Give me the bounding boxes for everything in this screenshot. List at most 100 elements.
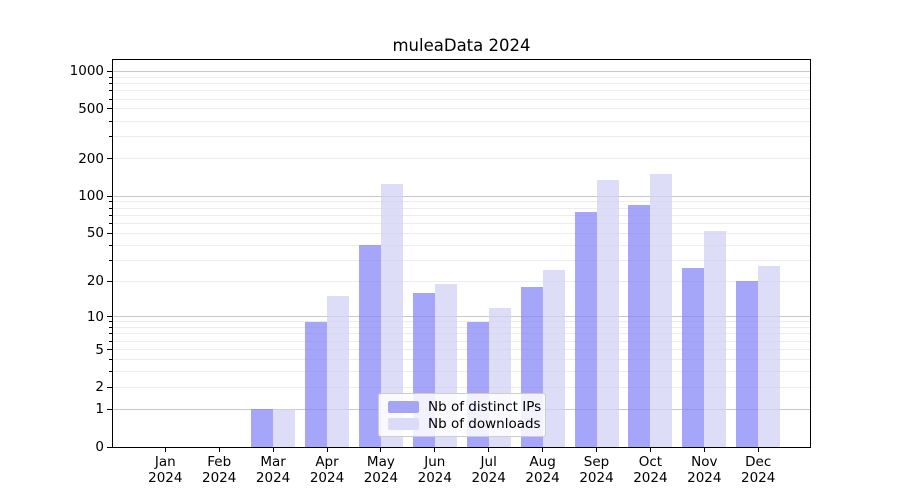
y-gridline-minor [113, 214, 810, 216]
x-tick-mark [596, 448, 597, 452]
y-gridline-minor [113, 158, 810, 160]
x-tick-year: 2024 [202, 469, 237, 486]
x-tick-month: Jan [154, 454, 176, 470]
y-tick-mark-minor [109, 244, 112, 246]
y-gridline-minor [113, 244, 810, 246]
x-tick-label: Oct 2024 [618, 454, 682, 486]
plot-area: Nb of distinct IPs Nb of downloads [112, 59, 811, 448]
y-gridline-minor [113, 201, 810, 203]
y-tick-label: 0 [95, 439, 104, 455]
y-gridline-minor [113, 259, 810, 261]
y-tick-mark-minor [109, 321, 112, 323]
bar-downloads [758, 265, 781, 447]
y-tick-mark-minor [109, 371, 112, 373]
y-tick-label: 500 [78, 100, 104, 117]
y-tick-label: 50 [86, 225, 104, 242]
x-tick-month: Jul [480, 454, 497, 470]
y-gridline-minor [113, 333, 810, 335]
y-tick-mark-minor [109, 340, 112, 342]
y-tick-mark-minor [109, 232, 112, 234]
legend-item-downloads: Nb of downloads [388, 416, 541, 433]
y-gridline-major [113, 316, 810, 318]
x-tick-label: Aug 2024 [511, 454, 575, 486]
x-tick-label: Feb 2024 [187, 454, 251, 486]
bar-downloads [650, 174, 673, 447]
x-tick-label: Jul 2024 [457, 454, 521, 486]
bar-downloads [327, 296, 349, 447]
y-gridline-minor [113, 136, 810, 138]
bar-distinct-ips [305, 321, 327, 447]
y-tick-label: 10 [86, 308, 104, 325]
legend-label-downloads: Nb of downloads [428, 415, 541, 432]
x-tick-label: Jan 2024 [133, 454, 197, 486]
x-tick-month: Aug [529, 454, 556, 470]
bar-distinct-ips [628, 204, 651, 447]
x-tick-label: Apr 2024 [295, 454, 359, 486]
y-gridline-minor [113, 82, 810, 84]
y-tick-label: 1000 [69, 63, 104, 80]
y-gridline-major [113, 70, 810, 72]
x-tick-label: Nov 2024 [672, 454, 736, 486]
y-tick-mark-minor [109, 90, 112, 92]
legend: Nb of distinct IPs Nb of downloads [378, 393, 546, 437]
x-tick-month: May [366, 454, 395, 470]
x-tick-year: 2024 [741, 469, 776, 486]
x-tick-month: Nov [691, 454, 718, 470]
x-tick-month: Feb [207, 454, 232, 470]
y-gridline-minor [113, 232, 810, 234]
bar-downloads [380, 184, 403, 447]
x-tick-label: Mar 2024 [241, 454, 305, 486]
y-tick-mark-minor [109, 120, 112, 122]
y-gridline-minor [113, 98, 810, 100]
y-tick-mark-minor [109, 207, 112, 209]
x-tick-label: Dec 2024 [726, 454, 790, 486]
y-gridline-minor [113, 327, 810, 329]
y-tick-mark [107, 446, 112, 448]
x-tick-year: 2024 [363, 469, 399, 486]
y-tick-mark-minor [109, 280, 112, 282]
x-tick-month: Sep [583, 454, 610, 470]
bar-distinct-ips [736, 281, 759, 447]
x-tick-mark [542, 448, 544, 452]
y-tick-label: 2 [95, 379, 104, 396]
x-tick-year: 2024 [687, 469, 722, 486]
x-tick-year: 2024 [148, 469, 183, 486]
y-tick-mark-minor [109, 386, 112, 388]
legend-swatch-downloads [388, 417, 419, 430]
y-gridline-minor [113, 222, 810, 224]
y-gridline-minor [113, 90, 810, 92]
y-tick-mark-minor [109, 333, 112, 335]
y-tick-mark-minor [109, 349, 112, 351]
x-tick-month: Dec [745, 454, 772, 470]
y-gridline-minor [113, 371, 810, 373]
x-tick-mark [434, 448, 436, 452]
x-tick-mark [649, 448, 651, 452]
x-tick-mark [164, 448, 166, 452]
x-tick-label: May 2024 [349, 454, 413, 486]
y-tick-label: 1 [95, 401, 104, 418]
bar-downloads [596, 179, 619, 447]
x-tick-mark [757, 448, 759, 452]
y-gridline-minor [113, 340, 810, 342]
x-tick-month: Mar [260, 454, 286, 470]
y-tick-mark-minor [109, 76, 112, 78]
y-tick-mark-minor [109, 136, 112, 138]
y-gridline-minor [113, 280, 810, 282]
x-tick-mark [272, 448, 274, 452]
y-tick-label: 100 [78, 188, 104, 205]
x-tick-mark [488, 448, 490, 452]
x-tick-year: 2024 [309, 469, 345, 486]
bar-distinct-ips [251, 409, 274, 447]
y-tick-label: 20 [86, 273, 104, 290]
y-gridline-minor [113, 349, 810, 351]
y-gridline-minor [113, 386, 810, 388]
y-gridline-major [113, 195, 810, 197]
bar-downloads [704, 231, 727, 447]
legend-label-distinct-ips: Nb of distinct IPs [428, 399, 542, 416]
bar-distinct-ips [574, 211, 597, 447]
x-tick-mark [326, 448, 328, 452]
y-tick-mark-minor [109, 82, 112, 84]
y-tick-mark-minor [109, 108, 112, 110]
x-tick-label: Jun 2024 [403, 454, 467, 486]
